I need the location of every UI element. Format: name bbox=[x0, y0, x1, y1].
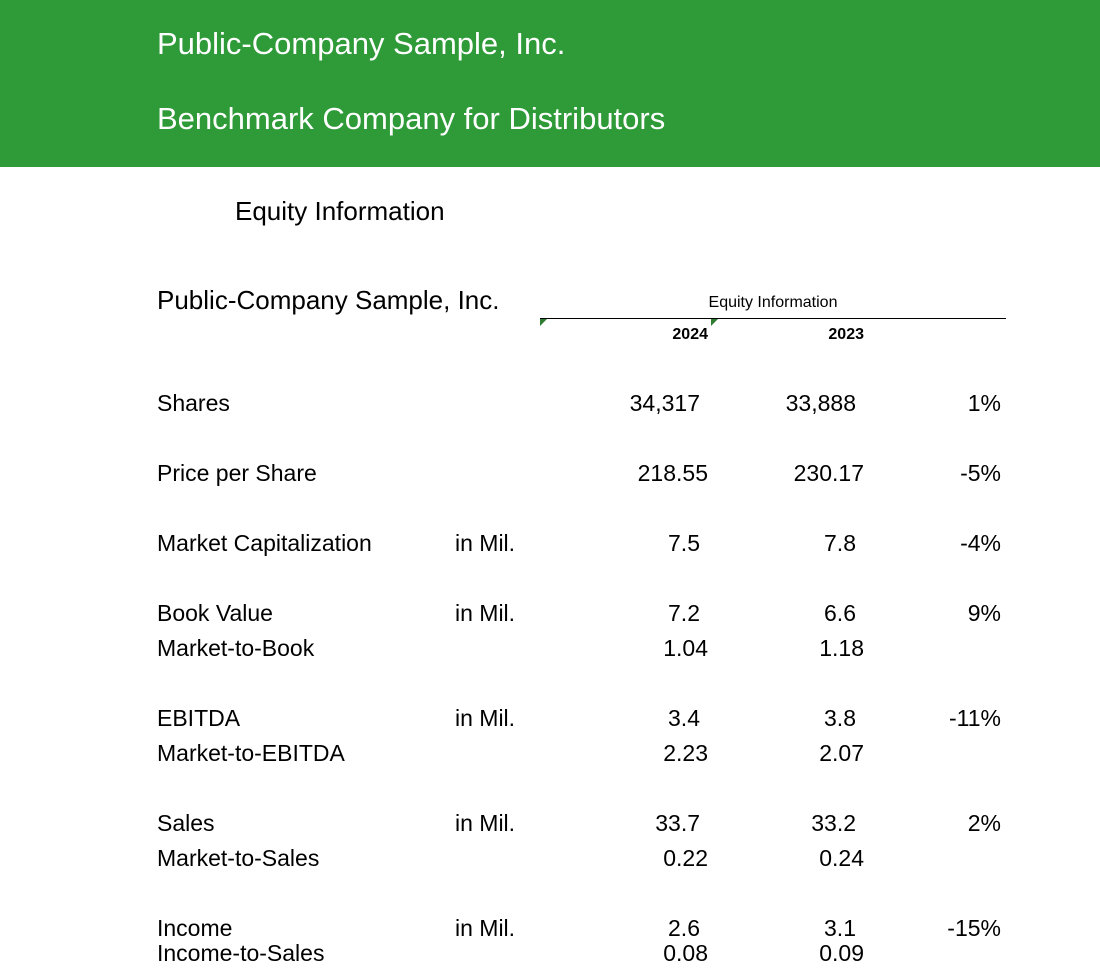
row-label: Income bbox=[157, 915, 233, 941]
column-header-current-year: 2024 bbox=[672, 326, 708, 343]
table-row: Income in Mil. 2.6 3.1 -15% bbox=[0, 915, 1100, 947]
value-2023: 2.07 bbox=[819, 740, 864, 766]
row-label: Market-to-Sales bbox=[157, 845, 320, 871]
row-label: Sales bbox=[157, 810, 215, 836]
row-label: Shares bbox=[157, 390, 230, 416]
row-unit: in Mil. bbox=[455, 600, 516, 626]
value-2024: 1.04 bbox=[663, 635, 708, 661]
header-banner: Public-Company Sample, Inc. Benchmark Co… bbox=[0, 0, 1100, 167]
section-title: Equity Information bbox=[235, 196, 445, 226]
value-2024: 0.08 bbox=[663, 940, 708, 966]
value-2024: 2.23 bbox=[663, 740, 708, 766]
change-percent: -15% bbox=[947, 915, 1001, 941]
table-row: Market-to-EBITDA 2.23 2.07 bbox=[0, 740, 1100, 772]
value-2023: 6.6 bbox=[824, 600, 856, 626]
value-2024: 0.22 bbox=[663, 845, 708, 871]
value-2023: 0.24 bbox=[819, 845, 864, 871]
row-unit: in Mil. bbox=[455, 915, 516, 941]
table-row: Sales in Mil. 33.7 33.2 2% bbox=[0, 810, 1100, 842]
value-2023: 33.2 bbox=[811, 810, 856, 836]
cell-comment-marker-icon bbox=[711, 319, 718, 326]
change-percent: -5% bbox=[960, 460, 1001, 486]
value-2023: 3.8 bbox=[824, 705, 856, 731]
table-row: Market-to-Sales 0.22 0.24 bbox=[0, 845, 1100, 877]
table-row: Price per Share 218.55 230.17 -5% bbox=[0, 460, 1100, 492]
change-percent: 9% bbox=[967, 600, 1001, 626]
change-percent: -4% bbox=[960, 530, 1001, 556]
row-label: Market Capitalization bbox=[157, 530, 372, 556]
table-row: Income-to-Sales 0.08 0.09 bbox=[0, 940, 1100, 970]
table-caption: Equity Information bbox=[708, 294, 838, 311]
change-percent: -11% bbox=[949, 705, 1001, 731]
value-2024: 34,317 bbox=[629, 390, 700, 416]
value-2023: 230.17 bbox=[793, 460, 864, 486]
table-row: Market Capitalization in Mil. 7.5 7.8 -4… bbox=[0, 530, 1100, 562]
row-label: EBITDA bbox=[157, 705, 241, 731]
company-name: Public-Company Sample, Inc. bbox=[157, 285, 500, 315]
value-2023: 7.8 bbox=[824, 530, 856, 556]
row-unit: in Mil. bbox=[455, 530, 516, 556]
row-label: Book Value bbox=[157, 600, 273, 626]
row-label: Market-to-Book bbox=[157, 635, 315, 661]
table-row: Shares 34,317 33,888 1% bbox=[0, 390, 1100, 422]
row-label: Market-to-EBITDA bbox=[157, 740, 345, 766]
table-row: EBITDA in Mil. 3.4 3.8 -11% bbox=[0, 705, 1100, 737]
caption-divider bbox=[540, 318, 1006, 319]
banner-company-title: Public-Company Sample, Inc. bbox=[157, 26, 566, 61]
row-unit: in Mil. bbox=[455, 810, 516, 836]
value-2024: 7.5 bbox=[668, 530, 700, 556]
column-header-prior-year: 2023 bbox=[828, 326, 864, 343]
value-2023: 0.09 bbox=[819, 940, 864, 966]
cell-comment-marker-icon bbox=[540, 319, 547, 326]
value-2023: 1.18 bbox=[819, 635, 864, 661]
table-row: Market-to-Book 1.04 1.18 bbox=[0, 635, 1100, 667]
change-percent: 2% bbox=[967, 810, 1001, 836]
row-label: Price per Share bbox=[157, 460, 317, 486]
change-percent: 1% bbox=[967, 390, 1001, 416]
value-2024: 218.55 bbox=[637, 460, 708, 486]
value-2023: 33,888 bbox=[785, 390, 856, 416]
value-2024: 3.4 bbox=[668, 705, 700, 731]
row-label: Income-to-Sales bbox=[157, 940, 325, 966]
value-2024: 7.2 bbox=[668, 600, 700, 626]
value-2024: 33.7 bbox=[655, 810, 700, 836]
table-row: Book Value in Mil. 7.2 6.6 9% bbox=[0, 600, 1100, 632]
row-unit: in Mil. bbox=[455, 705, 516, 731]
value-2024: 2.6 bbox=[668, 915, 700, 941]
value-2023: 3.1 bbox=[824, 915, 856, 941]
banner-subtitle: Benchmark Company for Distributors bbox=[157, 101, 666, 136]
